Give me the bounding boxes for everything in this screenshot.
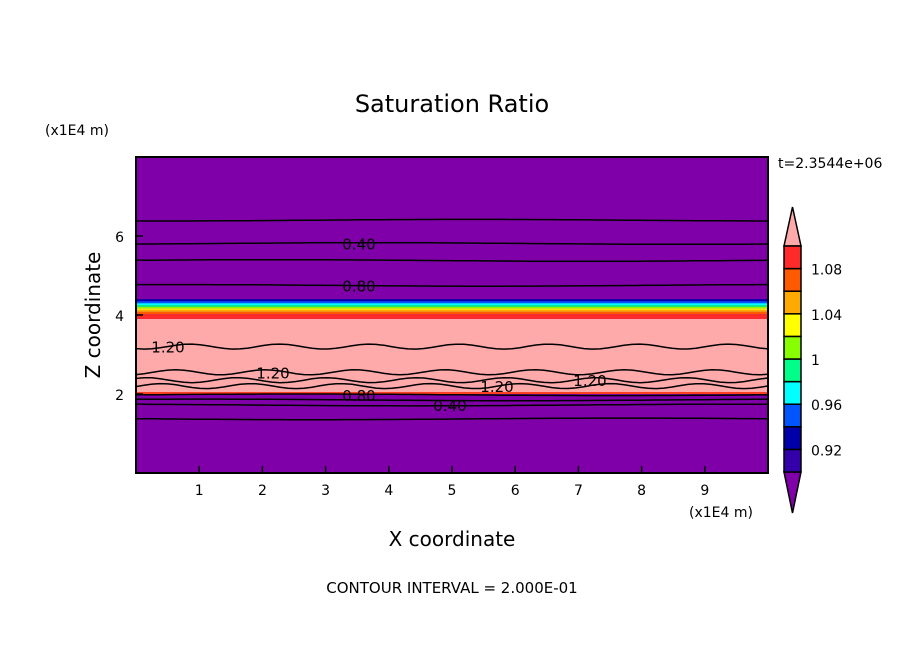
x-unit-label: (x1E4 m) <box>689 505 753 521</box>
contour-label: 1.20 <box>573 372 606 390</box>
colorbar-under-triangle <box>783 471 802 514</box>
color-band <box>136 309 768 312</box>
chart-title: Saturation Ratio <box>355 90 549 118</box>
colorbar-swatch <box>783 380 802 405</box>
contour-label: 0.80 <box>342 277 375 295</box>
contour-line <box>135 343 769 350</box>
y-tick-label: 6 <box>115 230 124 246</box>
colorbar-swatch <box>783 426 802 451</box>
colorbar-tick-label: 1.04 <box>811 308 842 324</box>
x-tick-label: 2 <box>258 483 267 499</box>
x-tick-label: 6 <box>511 483 520 499</box>
color-band <box>136 301 768 304</box>
contour-line <box>135 417 769 421</box>
contour-interval-footer: CONTOUR INTERVAL = 2.000E-01 <box>326 579 577 597</box>
contour-label: 0.40 <box>342 236 375 254</box>
color-band <box>136 318 768 393</box>
x-tick-label: 5 <box>448 483 457 499</box>
colorbar-swatch <box>783 245 802 270</box>
x-tick-label: 7 <box>574 483 583 499</box>
color-band <box>136 311 768 315</box>
x-tick-label: 9 <box>700 483 709 499</box>
contour-label: 1.20 <box>256 364 289 382</box>
contour-line <box>135 398 768 402</box>
x-axis-label: X coordinate <box>389 527 516 551</box>
color-band <box>136 299 768 302</box>
x-tick-label: 4 <box>384 483 393 499</box>
x-tick-label: 3 <box>321 483 330 499</box>
colorbar-swatch <box>783 267 802 292</box>
y-tick-label: 4 <box>115 309 124 325</box>
colorbar-tick-label: 1.08 <box>811 263 842 279</box>
x-tick-label: 8 <box>637 483 646 499</box>
colorbar-swatch <box>783 335 802 360</box>
colorbar-tick-label: 1 <box>811 353 820 369</box>
contour-label: 0.80 <box>342 387 375 405</box>
colorbar-tick-label: 0.96 <box>811 398 842 414</box>
contour-line <box>135 382 769 390</box>
contour-line <box>135 258 769 263</box>
color-band <box>136 306 768 309</box>
colorbar-swatch <box>783 313 802 338</box>
contour-label: 0.40 <box>433 397 466 415</box>
contour-line <box>135 218 768 222</box>
contour-line <box>135 283 768 287</box>
color-band <box>136 314 768 319</box>
y-axis-label: Z coordinate <box>81 252 105 379</box>
color-band <box>136 308 768 310</box>
contour-line <box>135 376 769 384</box>
contour-line <box>135 403 768 407</box>
colorbar-swatch <box>783 448 802 473</box>
y-tick-label: 2 <box>115 388 124 404</box>
color-band <box>136 305 768 307</box>
colorbar-swatch <box>783 403 802 428</box>
color-band <box>136 303 768 306</box>
contour-line <box>135 393 769 397</box>
colorbar-tick-label: 0.92 <box>811 443 842 459</box>
x-tick-label: 1 <box>195 483 204 499</box>
colorbar-swatch <box>783 290 802 315</box>
contour-label: 1.20 <box>480 378 513 396</box>
y-unit-label: (x1E4 m) <box>45 123 109 139</box>
color-band <box>136 392 768 394</box>
contour-line <box>135 369 769 376</box>
contour-label: 1.20 <box>151 339 184 357</box>
time-label: t=2.3544e+06 <box>778 156 882 172</box>
colorbar-over-triangle <box>783 206 802 247</box>
colorbar-swatch <box>783 358 802 383</box>
contour-line <box>135 241 769 246</box>
